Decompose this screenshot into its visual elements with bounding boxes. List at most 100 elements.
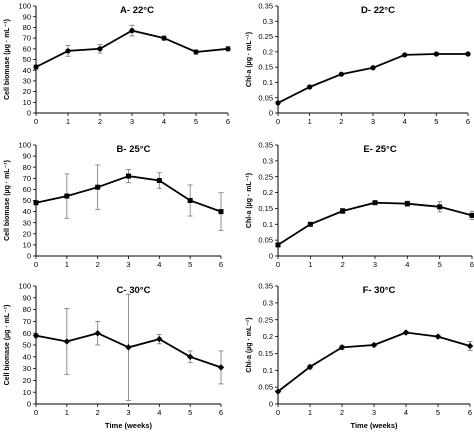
data-point: [465, 51, 471, 57]
y-tick-label: 90: [23, 12, 31, 21]
data-point: [275, 100, 281, 106]
y-tick-label: 0.05: [258, 93, 273, 102]
y-tick-label: 100: [18, 2, 31, 11]
x-tick-label: 2: [340, 408, 344, 417]
data-point: [404, 201, 410, 207]
data-point: [437, 204, 443, 210]
data-point: [434, 333, 442, 340]
y-tick-label: 10: [23, 98, 31, 107]
data-point: [65, 48, 71, 54]
y-tick-label: 70: [23, 174, 31, 183]
x-tick-label: 1: [308, 117, 312, 126]
x-tick-label: 4: [404, 408, 408, 417]
x-tick-label: 0: [276, 117, 280, 126]
x-tick-label: 2: [98, 117, 102, 126]
panel-title: B- 25°C: [117, 144, 151, 155]
x-tick-label: 2: [339, 117, 343, 126]
data-point: [218, 209, 224, 215]
data-point: [217, 364, 225, 371]
y-axis-label: Cell biomase (µg · mL⁻¹): [4, 160, 11, 241]
y-tick-label: 60: [23, 329, 31, 338]
y-tick-label: 0.35: [258, 282, 273, 291]
data-point: [129, 28, 135, 34]
data-point: [33, 200, 39, 206]
data-point: [63, 338, 71, 345]
x-tick-label: 1: [66, 117, 70, 126]
x-tick-label: 6: [466, 117, 470, 126]
y-tick-label: 80: [23, 163, 31, 172]
x-tick-label: 4: [162, 117, 166, 126]
y-tick-label: 50: [23, 196, 31, 205]
data-point: [370, 341, 378, 349]
data-point: [193, 49, 199, 55]
data-point: [275, 242, 281, 248]
x-tick-label: 0: [34, 260, 38, 269]
data-point: [126, 173, 131, 179]
y-tick-label: 0: [27, 400, 31, 409]
y-tick-label: 0: [269, 252, 273, 261]
x-tick-label: 4: [157, 408, 161, 417]
y-tick-label: 80: [23, 305, 31, 314]
y-tick-label: 40: [23, 207, 31, 216]
chart-panel-6: 0 0.05 0.1 0.15 0.2 0.25 0.3 0.35 0 1 2 3 4 5 6 F- 30°C…: [246, 282, 474, 430]
panel-title: F- 30°C: [363, 285, 396, 296]
y-tick-label: 0.3: [263, 17, 273, 26]
y-tick-label: 0.35: [258, 141, 273, 150]
y-tick-label: 0.15: [258, 204, 273, 213]
data-point: [187, 198, 193, 203]
data-point: [307, 221, 313, 227]
y-tick-label: 0.35: [258, 2, 273, 11]
x-tick-label: 1: [308, 408, 312, 417]
data-point: [306, 363, 314, 371]
y-axis-label: Chl-a (µg · mL⁻¹): [246, 32, 253, 87]
x-tick-label: 6: [226, 117, 230, 126]
data-point: [33, 64, 39, 70]
data-point: [338, 344, 346, 351]
y-tick-label: 40: [23, 352, 31, 361]
chart-panel-5: 0 10 20 30 40 50 60 70 80 90 100 0 1 2 3 4 5 6 C- 30°C Cell…: [4, 282, 225, 430]
panel-title: D- 22°C: [361, 5, 395, 16]
data-point: [156, 335, 163, 343]
y-tick-label: 0.25: [258, 315, 273, 324]
panel-title: E- 25°C: [363, 144, 397, 155]
data-point: [94, 330, 101, 337]
x-tick-label: 6: [219, 408, 223, 417]
y-tick-label: 20: [23, 87, 31, 96]
y-axis-label: Chl-a (µg · mL⁻¹): [246, 317, 253, 372]
data-point: [156, 178, 162, 184]
data-point: [186, 353, 194, 360]
data-point: [97, 46, 103, 52]
series-line: [277, 201, 473, 246]
y-tick-label: 20: [23, 229, 31, 238]
data-point: [125, 344, 132, 351]
data-point: [372, 200, 378, 206]
y-tick-label: 0.2: [263, 332, 273, 341]
data-point: [338, 71, 344, 77]
data-point: [225, 46, 231, 52]
y-tick-label: 0.3: [263, 298, 273, 307]
x-tick-label: 4: [157, 260, 161, 269]
x-tick-label: 0: [34, 408, 38, 417]
series-line: [277, 331, 471, 393]
chart-panel-4: 0 0.05 0.1 0.15 0.2 0.25 0.3 0.35 0 1 2 3 4 5 6 E- 25°C…: [246, 141, 474, 269]
y-tick-label: 30: [23, 364, 31, 373]
y-tick-label: 30: [23, 77, 31, 86]
y-tick-label: 10: [23, 388, 31, 397]
data-point: [161, 35, 167, 41]
chart-panel-3: 0 10 20 30 40 50 60 70 80 90 100 0 1 2 3 4 5 6 B- 25°C Cell…: [4, 141, 224, 269]
x-tick-label: 3: [372, 408, 376, 417]
x-tick-label: 3: [126, 408, 130, 417]
chart-panel-2: 0 0.05 0.1 0.15 0.2 0.25 0.3 0.35 0 1 2 3 4 5 6 D- 22°C…: [246, 2, 471, 126]
y-tick-label: 0.1: [263, 366, 273, 375]
y-tick-label: 60: [23, 44, 31, 53]
y-tick-label: 0.2: [263, 188, 273, 197]
y-tick-label: 0.3: [263, 156, 273, 165]
y-tick-label: 0.2: [263, 47, 273, 56]
x-tick-label: 1: [65, 408, 69, 417]
data-point: [433, 51, 439, 57]
x-tick-label: 2: [96, 260, 100, 269]
y-tick-label: 40: [23, 66, 31, 75]
data-point: [95, 184, 101, 190]
x-tick-label: 1: [308, 260, 312, 269]
